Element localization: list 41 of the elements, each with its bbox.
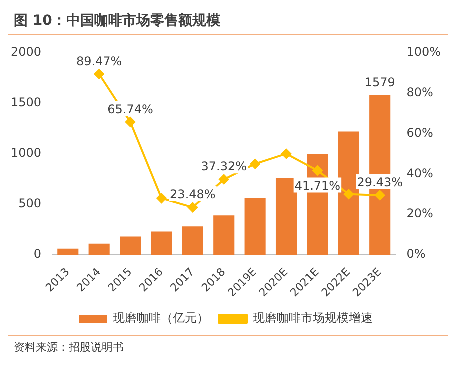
data-label: 41.71% (294, 178, 341, 193)
y-tick-label: 2000 (10, 45, 42, 60)
bar (338, 132, 360, 255)
bar (58, 248, 79, 255)
bar (244, 198, 266, 255)
y2-tick-label: 100% (406, 45, 442, 60)
bar (120, 236, 142, 255)
y-tick-label: 0 (34, 247, 42, 262)
chart-title: 图 10：中国咖啡市场零售额规模 (8, 8, 448, 35)
legend-label: 现磨咖啡市场规模增速 (253, 311, 373, 326)
legend-label: 现磨咖啡（亿元） (113, 311, 209, 326)
y-tick-label: 500 (18, 196, 42, 211)
bar (214, 216, 235, 255)
bar (276, 178, 298, 255)
point (219, 174, 230, 185)
y-tick-label: 1500 (10, 96, 42, 110)
y2-tick-label: 60% (406, 126, 434, 140)
y2-tick-label: 80% (406, 86, 434, 100)
point (344, 189, 354, 200)
data-label: 29.43% (357, 176, 403, 190)
point (188, 202, 198, 213)
y2-tick-label: 20% (406, 206, 434, 221)
bar (151, 232, 172, 255)
y-tick-label: 1000 (10, 146, 42, 160)
data-label: 89.47% (76, 54, 122, 68)
y2-tick-label: 40% (406, 166, 434, 180)
data-label: 1579 (364, 76, 396, 90)
point (282, 148, 292, 159)
text: 资料来源：招股说明书 (14, 340, 125, 355)
point (126, 117, 136, 128)
point (156, 193, 167, 204)
point (312, 166, 323, 176)
point (250, 159, 260, 170)
bar (182, 226, 204, 255)
data-label: 37.32% (201, 160, 247, 174)
bar (88, 244, 110, 255)
point (94, 69, 104, 80)
data-label: 65.74% (108, 102, 154, 116)
point (375, 190, 386, 201)
y2-tick-label: 0% (406, 247, 426, 262)
data-label: 23.48% (170, 188, 216, 202)
